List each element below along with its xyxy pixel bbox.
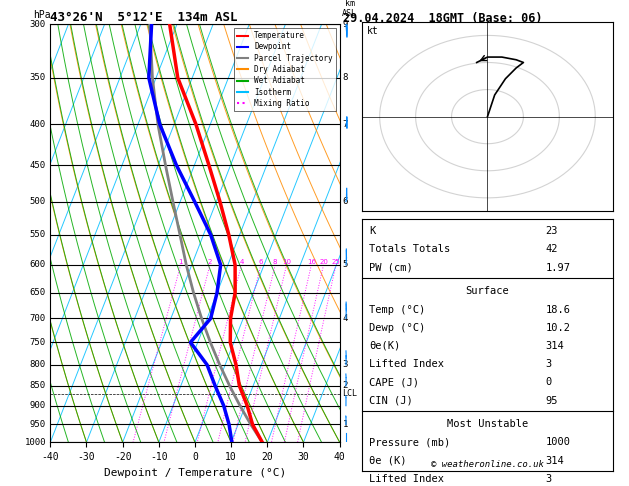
X-axis label: Dewpoint / Temperature (°C): Dewpoint / Temperature (°C) bbox=[104, 468, 286, 478]
Text: kt: kt bbox=[367, 26, 379, 35]
Text: 6: 6 bbox=[259, 259, 263, 265]
Text: 18.6: 18.6 bbox=[545, 305, 571, 314]
Text: 29.04.2024  18GMT (Base: 06): 29.04.2024 18GMT (Base: 06) bbox=[343, 12, 542, 25]
Text: 4: 4 bbox=[343, 314, 348, 323]
Text: 550: 550 bbox=[30, 230, 46, 239]
Text: 3: 3 bbox=[545, 474, 552, 484]
Text: 6: 6 bbox=[343, 197, 348, 206]
Text: 1000: 1000 bbox=[545, 437, 571, 447]
Text: 750: 750 bbox=[30, 338, 46, 347]
Text: 800: 800 bbox=[30, 360, 46, 369]
Text: 8: 8 bbox=[273, 259, 277, 265]
Text: 3: 3 bbox=[545, 359, 552, 369]
Text: 850: 850 bbox=[30, 382, 46, 390]
Legend: Temperature, Dewpoint, Parcel Trajectory, Dry Adiabat, Wet Adiabat, Isotherm, Mi: Temperature, Dewpoint, Parcel Trajectory… bbox=[233, 28, 336, 111]
Text: 43°26'N  5°12'E  134m ASL: 43°26'N 5°12'E 134m ASL bbox=[50, 11, 238, 24]
Text: 5: 5 bbox=[343, 260, 348, 269]
Text: 10: 10 bbox=[282, 259, 291, 265]
Text: Surface: Surface bbox=[465, 286, 509, 296]
Text: 2: 2 bbox=[208, 259, 212, 265]
Text: Most Unstable: Most Unstable bbox=[447, 419, 528, 429]
Text: 23: 23 bbox=[545, 226, 558, 236]
Text: 1: 1 bbox=[343, 420, 348, 429]
Text: 1000: 1000 bbox=[25, 438, 46, 447]
Text: 8: 8 bbox=[343, 73, 348, 82]
Text: 950: 950 bbox=[30, 420, 46, 429]
Text: 700: 700 bbox=[30, 314, 46, 323]
Text: 314: 314 bbox=[545, 341, 564, 351]
Text: Lifted Index: Lifted Index bbox=[369, 474, 444, 484]
Text: 20: 20 bbox=[319, 259, 328, 265]
Text: 1: 1 bbox=[179, 259, 183, 265]
Text: 95: 95 bbox=[545, 396, 558, 405]
Text: Totals Totals: Totals Totals bbox=[369, 244, 450, 255]
Text: K: K bbox=[369, 226, 376, 236]
Text: 450: 450 bbox=[30, 160, 46, 170]
Text: Lifted Index: Lifted Index bbox=[369, 359, 444, 369]
Text: CIN (J): CIN (J) bbox=[369, 396, 413, 405]
Text: Pressure (mb): Pressure (mb) bbox=[369, 437, 450, 447]
Text: 25: 25 bbox=[331, 259, 340, 265]
Text: 7: 7 bbox=[343, 120, 348, 129]
Text: 3: 3 bbox=[343, 360, 348, 369]
Text: CAPE (J): CAPE (J) bbox=[369, 377, 419, 387]
Text: 300: 300 bbox=[30, 20, 46, 29]
Text: LCL: LCL bbox=[343, 389, 357, 399]
Text: km
ASL: km ASL bbox=[342, 0, 357, 18]
Text: 16: 16 bbox=[307, 259, 316, 265]
Text: θe(K): θe(K) bbox=[369, 341, 401, 351]
Text: PW (cm): PW (cm) bbox=[369, 262, 413, 273]
Text: hPa: hPa bbox=[33, 10, 50, 20]
Text: 600: 600 bbox=[30, 260, 46, 269]
Text: 1.97: 1.97 bbox=[545, 262, 571, 273]
Text: © weatheronline.co.uk: © weatheronline.co.uk bbox=[431, 460, 544, 469]
Text: 9: 9 bbox=[343, 20, 348, 29]
Text: 0: 0 bbox=[545, 377, 552, 387]
Text: 400: 400 bbox=[30, 120, 46, 129]
Text: 10.2: 10.2 bbox=[545, 323, 571, 333]
Text: 314: 314 bbox=[545, 455, 564, 466]
Text: 500: 500 bbox=[30, 197, 46, 206]
Text: 650: 650 bbox=[30, 288, 46, 297]
Text: 2: 2 bbox=[343, 382, 348, 390]
Text: 350: 350 bbox=[30, 73, 46, 82]
Text: Dewp (°C): Dewp (°C) bbox=[369, 323, 425, 333]
Text: Temp (°C): Temp (°C) bbox=[369, 305, 425, 314]
Text: 4: 4 bbox=[239, 259, 243, 265]
Text: 42: 42 bbox=[545, 244, 558, 255]
Text: 900: 900 bbox=[30, 401, 46, 410]
Text: θe (K): θe (K) bbox=[369, 455, 407, 466]
